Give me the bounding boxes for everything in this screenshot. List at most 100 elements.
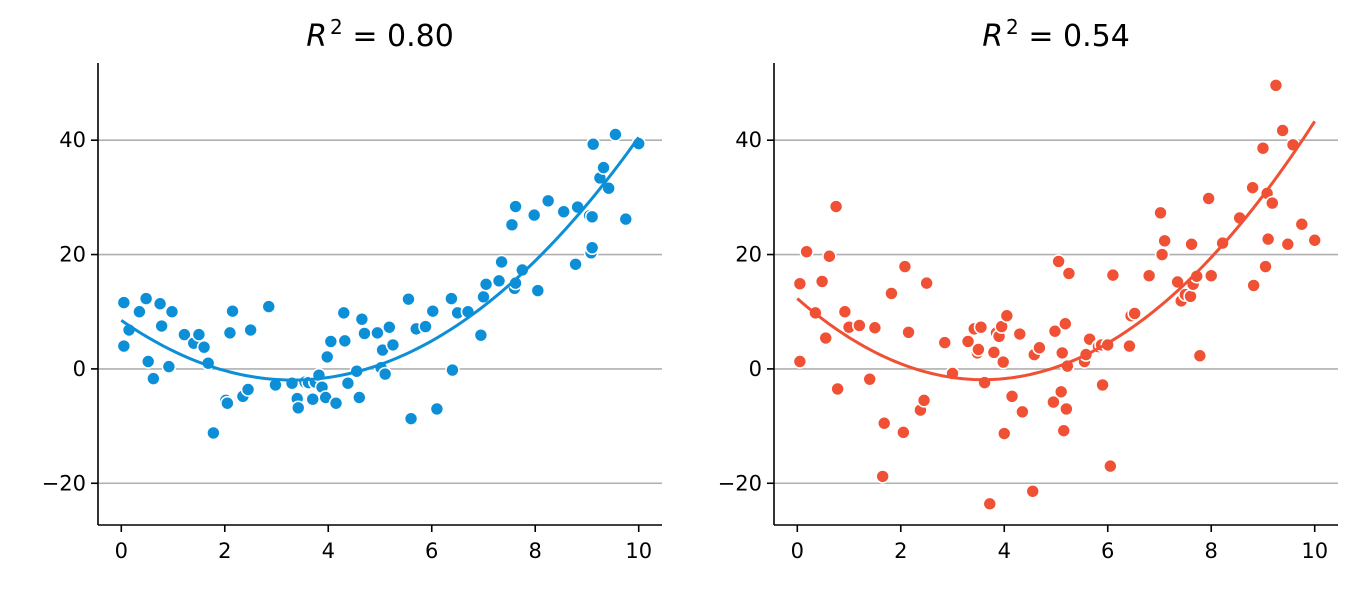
data-point (305, 391, 321, 407)
x-tick-label: 6 (1101, 539, 1114, 563)
data-point (225, 303, 240, 319)
data-point (336, 305, 352, 321)
data-point (995, 354, 1011, 370)
data-point (977, 375, 992, 390)
data-point (1012, 326, 1028, 342)
data-point (1141, 268, 1157, 284)
data-point (937, 335, 953, 350)
x-tick-label: 6 (425, 539, 438, 563)
data-point (814, 274, 830, 289)
data-point (243, 322, 258, 338)
data-point (429, 401, 445, 417)
data-point (337, 333, 353, 349)
data-point (161, 359, 177, 374)
data-point (152, 296, 168, 312)
data-point (146, 371, 161, 386)
data-point (1189, 268, 1205, 284)
data-point (1246, 278, 1261, 293)
x-tick-label: 0 (791, 539, 804, 563)
data-point (916, 393, 932, 408)
data-point (1192, 348, 1208, 364)
x-tick-label: 10 (1301, 539, 1328, 563)
data-point (177, 327, 192, 342)
y-tick-label: 40 (59, 128, 86, 152)
data-point (822, 248, 837, 264)
data-point (220, 395, 235, 411)
data-point (261, 299, 277, 314)
x-tick-label: 4 (998, 539, 1011, 563)
data-point (1127, 306, 1142, 321)
x-tick-label: 2 (218, 539, 231, 563)
data-point (444, 291, 459, 306)
data-point (401, 291, 416, 307)
data-point (319, 349, 335, 365)
y-tick-label: 20 (59, 243, 86, 267)
data-point (867, 320, 883, 336)
data-point (884, 286, 899, 301)
data-point (508, 275, 523, 291)
data-point (140, 354, 156, 369)
data-point (901, 325, 916, 340)
data-point (596, 160, 611, 175)
y-tick-label: 40 (735, 128, 762, 152)
title-superscript: 2 (1006, 15, 1019, 39)
data-point (1053, 384, 1069, 400)
data-point (340, 375, 356, 391)
x-tick-label: 10 (625, 539, 652, 563)
x-tick-label: 8 (529, 539, 542, 563)
data-point (830, 381, 845, 397)
data-point (478, 276, 494, 292)
fit-curve (796, 120, 1316, 382)
data-point (357, 326, 372, 341)
x-tick-label: 0 (115, 539, 128, 563)
title-variable: R (306, 19, 327, 54)
data-point (799, 244, 814, 259)
data-point (418, 319, 433, 334)
data-point (1203, 268, 1219, 284)
data-point (875, 469, 890, 484)
data-point (425, 303, 441, 319)
data-point (494, 254, 509, 270)
data-point (1032, 340, 1047, 356)
data-point (828, 199, 844, 214)
data-point (568, 256, 583, 272)
data-point (1280, 236, 1296, 252)
data-point (1183, 288, 1198, 304)
data-point (504, 217, 520, 233)
data-point (556, 204, 571, 219)
data-point (1051, 254, 1066, 269)
data-point (1268, 77, 1284, 93)
data-point (526, 207, 542, 223)
data-point (1046, 394, 1061, 410)
data-point (1122, 338, 1137, 354)
data-point (540, 193, 556, 209)
data-point (584, 209, 600, 225)
data-point (1025, 483, 1041, 499)
data-point (403, 411, 419, 426)
data-point (370, 325, 385, 341)
data-point (290, 400, 306, 416)
data-point (1004, 389, 1020, 404)
data-point (154, 318, 169, 334)
data-point (191, 327, 207, 342)
data-point (385, 337, 401, 353)
data-point (986, 345, 1002, 360)
data-point (473, 327, 489, 343)
data-point (852, 318, 867, 333)
data-point (1201, 191, 1216, 206)
data-point (585, 136, 601, 152)
data-point (354, 311, 370, 327)
y-tick-label: 0 (749, 357, 762, 381)
data-point (876, 415, 892, 431)
data-point (530, 283, 546, 298)
fit-curve (120, 136, 640, 382)
data-point (837, 304, 853, 320)
y-tick-label: 0 (73, 357, 86, 381)
data-point (1061, 266, 1077, 281)
data-point (608, 127, 623, 142)
data-point (445, 362, 460, 378)
